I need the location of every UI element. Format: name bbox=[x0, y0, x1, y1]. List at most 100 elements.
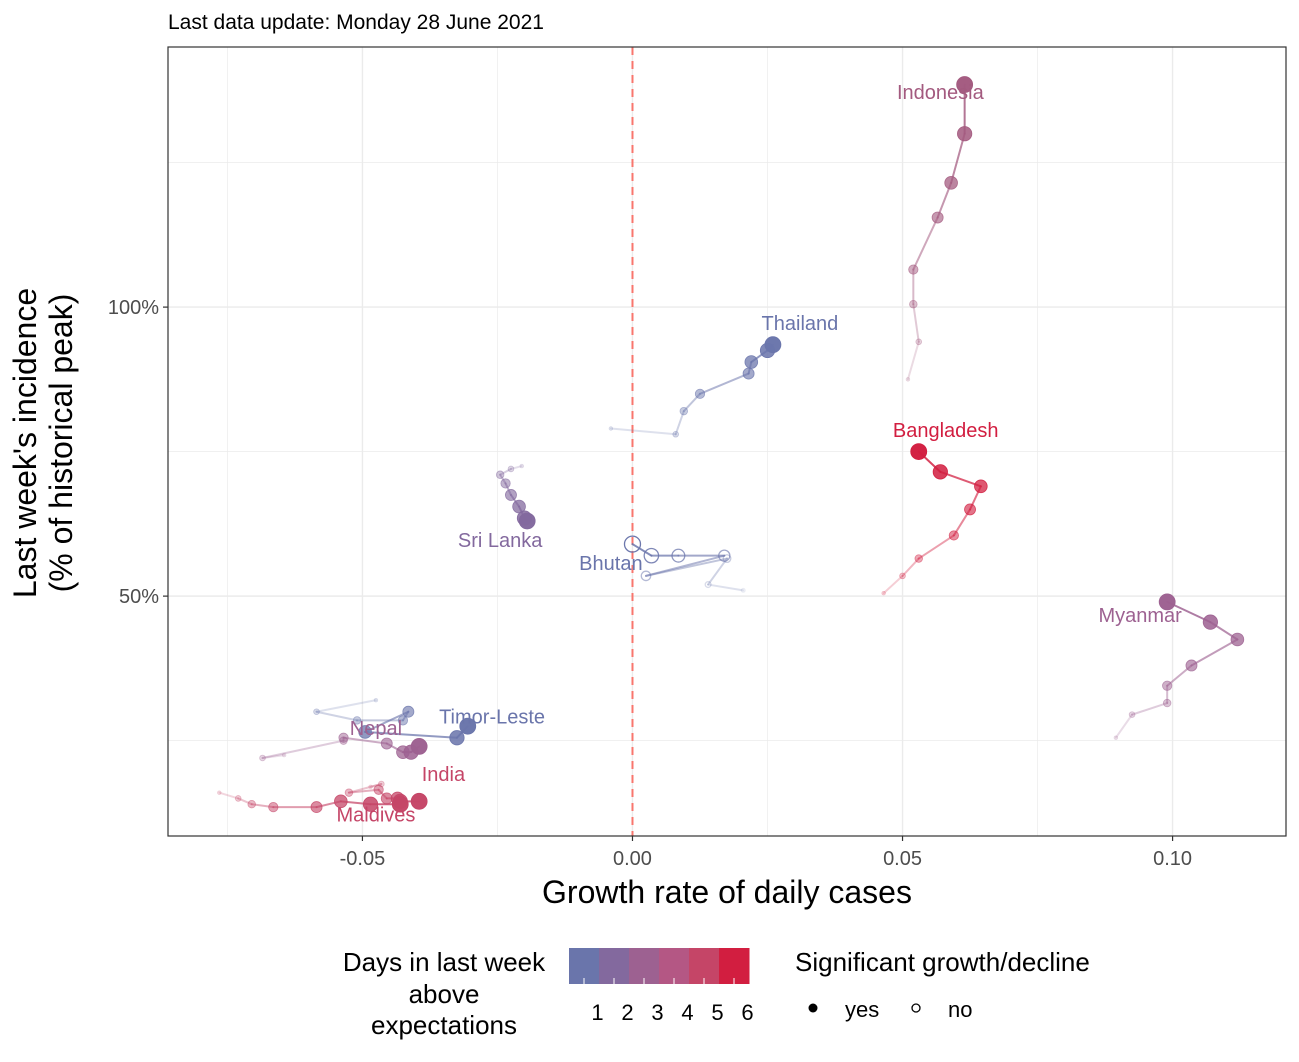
trajectory-segment bbox=[364, 710, 410, 733]
trajectory-segment bbox=[347, 782, 383, 794]
data-point bbox=[410, 792, 428, 810]
trajectory-segment bbox=[218, 791, 240, 800]
data-point bbox=[358, 725, 372, 739]
series-timor-leste: Timor-Leste bbox=[313, 697, 545, 746]
chart-subtitle: Last data update: Monday 28 June 2021 bbox=[168, 11, 544, 34]
label-indonesia: Indonesia bbox=[897, 82, 985, 104]
data-point bbox=[1230, 632, 1245, 647]
data-point bbox=[964, 503, 976, 516]
data-point bbox=[694, 388, 706, 399]
trajectory-segment bbox=[237, 797, 253, 806]
label-myanmar: Myanmar bbox=[1098, 605, 1182, 627]
data-point bbox=[957, 126, 973, 142]
trajectory-segment bbox=[315, 699, 377, 713]
data-point bbox=[410, 738, 428, 755]
data-point bbox=[380, 792, 393, 805]
data-point bbox=[380, 737, 393, 750]
trajectory-segment bbox=[901, 557, 920, 577]
data-point bbox=[671, 548, 686, 563]
shape-legend: Significant growth/decline yes no bbox=[795, 947, 1090, 1022]
data-point bbox=[915, 338, 923, 346]
trajectory-segment bbox=[698, 372, 750, 395]
data-point bbox=[1162, 680, 1173, 691]
data-point bbox=[362, 796, 379, 812]
color-legend-title-line-3: expectations bbox=[371, 1010, 517, 1040]
data-point bbox=[905, 377, 911, 382]
plot-border bbox=[167, 46, 1287, 837]
data-point bbox=[500, 478, 511, 489]
label-timor-leste: Timor-Leste bbox=[439, 706, 545, 728]
y-tick-label: 100% bbox=[108, 297, 159, 319]
trajectory-segment bbox=[1114, 713, 1134, 739]
data-point bbox=[672, 430, 679, 438]
data-point bbox=[679, 406, 689, 416]
trajectory-segment bbox=[882, 574, 904, 595]
data-point bbox=[704, 581, 712, 589]
x-tick-label: 0.10 bbox=[1153, 848, 1192, 870]
trajectory-segment bbox=[609, 427, 677, 436]
series-myanmar: Myanmar bbox=[1098, 593, 1245, 740]
data-point bbox=[310, 801, 323, 814]
color-bar-label: 1 bbox=[591, 1000, 603, 1025]
data-point bbox=[643, 547, 660, 564]
data-point bbox=[217, 790, 222, 795]
data-point bbox=[744, 355, 759, 369]
data-point bbox=[722, 554, 732, 564]
label-sri-lanka: Sri Lanka bbox=[458, 530, 543, 552]
data-point bbox=[908, 264, 919, 275]
data-point bbox=[268, 802, 279, 813]
trajectory-segment bbox=[1131, 702, 1169, 716]
shape-legend-yes-symbol bbox=[808, 1003, 818, 1013]
trajectory-segment bbox=[499, 467, 512, 476]
data-point bbox=[910, 443, 928, 461]
data-point bbox=[373, 784, 384, 795]
trajectory-segment bbox=[912, 303, 920, 343]
x-axis: -0.05 0.00 0.05 0.10 bbox=[340, 836, 1192, 870]
data-point bbox=[932, 464, 948, 480]
label-bangladesh: Bangladesh bbox=[893, 420, 999, 442]
series-nepal: Nepal bbox=[259, 718, 428, 762]
data-point bbox=[391, 795, 409, 813]
data-point bbox=[881, 591, 886, 596]
shape-legend-yes-label: yes bbox=[845, 997, 879, 1022]
shape-legend-title: Significant growth/decline bbox=[795, 947, 1090, 977]
data-point bbox=[914, 554, 923, 563]
data-point bbox=[931, 211, 944, 224]
data-point bbox=[234, 795, 242, 802]
series-maldives: Maldives bbox=[217, 790, 415, 827]
data-point bbox=[449, 730, 465, 746]
data-point bbox=[507, 465, 515, 473]
label-thailand: Thailand bbox=[762, 313, 839, 335]
data-point bbox=[1113, 735, 1119, 740]
label-india: India bbox=[422, 764, 466, 786]
data-point bbox=[281, 752, 287, 758]
trajectory-segment bbox=[707, 557, 728, 586]
trajectory-segment bbox=[906, 340, 920, 381]
color-bar-label: 3 bbox=[651, 1000, 663, 1025]
color-bar-label: 4 bbox=[681, 1000, 693, 1025]
data-point bbox=[1158, 593, 1176, 611]
data-point bbox=[1185, 659, 1198, 672]
trajectory-segment bbox=[509, 465, 523, 470]
color-bar-label: 2 bbox=[621, 1000, 633, 1025]
data-point bbox=[608, 426, 614, 431]
data-point bbox=[495, 470, 505, 479]
data-point bbox=[397, 715, 409, 726]
data-point bbox=[956, 76, 974, 93]
x-tick-label: -0.05 bbox=[340, 848, 386, 870]
trajectory-segment bbox=[342, 736, 388, 745]
shape-legend-no-label: no bbox=[948, 997, 972, 1022]
grid-lines bbox=[168, 47, 1286, 836]
series-indonesia: Indonesia bbox=[897, 76, 985, 382]
label-maldives: Maldives bbox=[336, 805, 415, 827]
y-axis-title-line-2: (% of historical peak) bbox=[43, 294, 79, 593]
data-point bbox=[519, 463, 524, 469]
data-point bbox=[718, 549, 731, 562]
data-point bbox=[334, 794, 348, 809]
series-bangladesh: Bangladesh bbox=[881, 420, 999, 596]
x-tick-label: 0.00 bbox=[613, 848, 652, 870]
y-tick-label: 50% bbox=[119, 586, 159, 608]
data-point bbox=[313, 708, 320, 716]
x-axis-title: Growth rate of daily cases bbox=[542, 874, 912, 910]
